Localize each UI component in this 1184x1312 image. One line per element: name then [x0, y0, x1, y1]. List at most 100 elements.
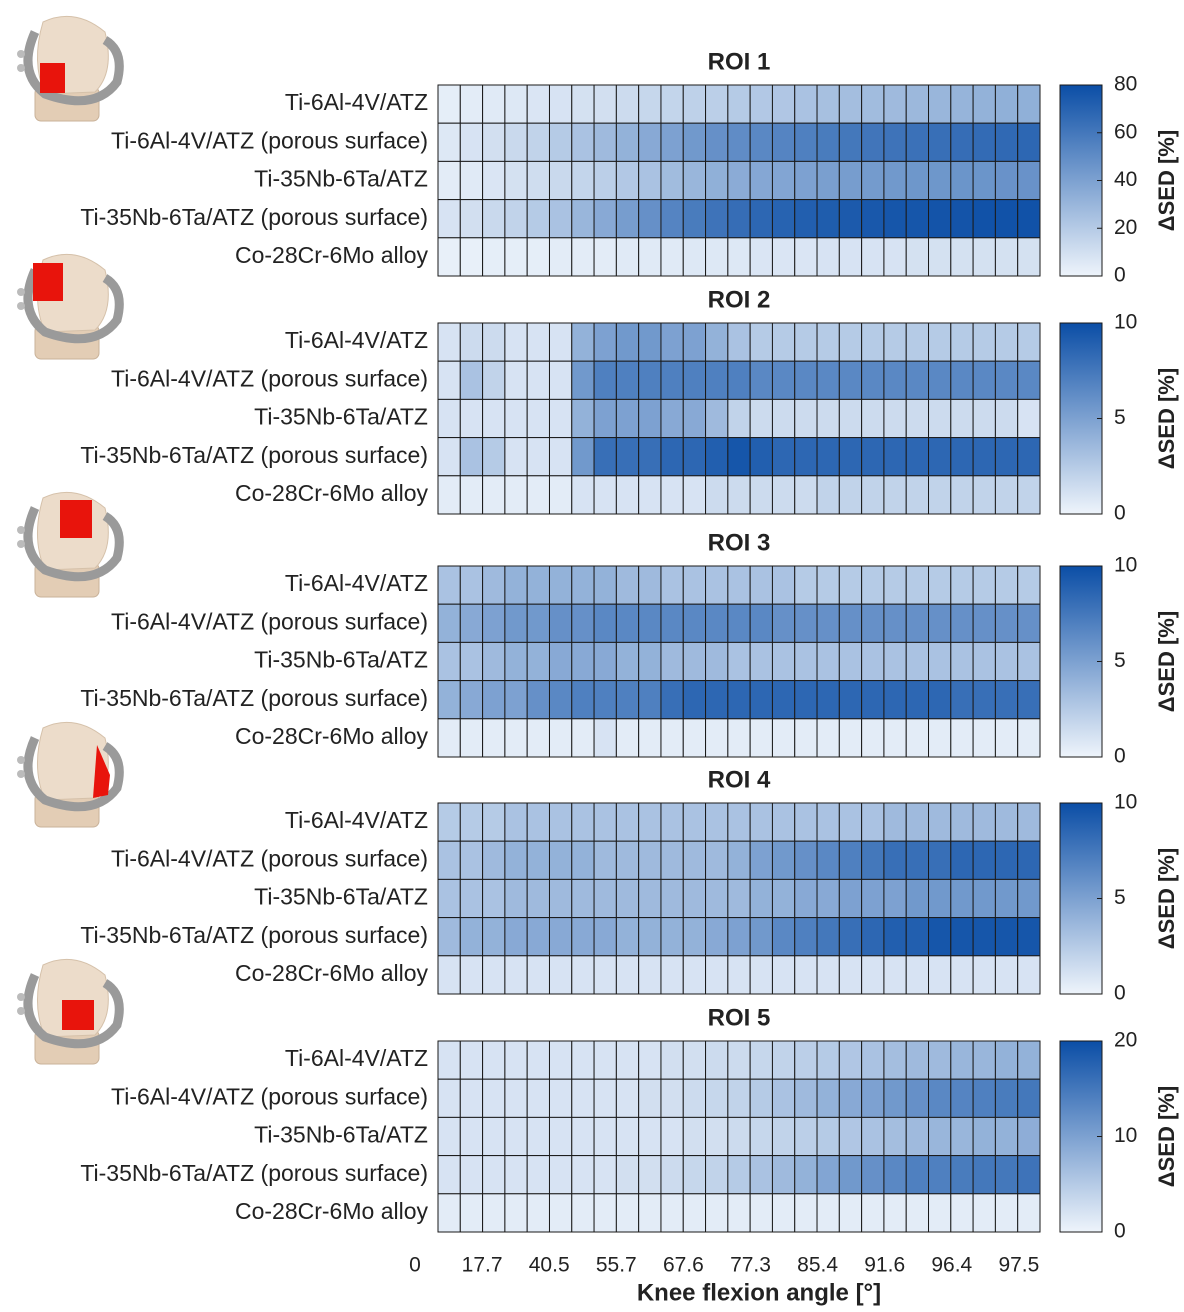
colorbar-tick-label: 60 — [1114, 120, 1137, 143]
heatmap-cell — [795, 1194, 817, 1232]
heatmap-cell — [772, 161, 794, 199]
heatmap-cell — [483, 323, 505, 361]
heatmap-cell — [1018, 681, 1040, 719]
heatmap-cell — [973, 803, 995, 841]
heatmap-cell — [817, 85, 839, 123]
heatmap-cell — [906, 1041, 928, 1079]
heatmap-cell — [1018, 399, 1040, 437]
heatmap-cell — [1018, 161, 1040, 199]
heatmap-cell — [438, 361, 460, 399]
heatmap-cell — [929, 642, 951, 680]
heatmap-cell — [505, 841, 527, 879]
colorbar-tick-label: 0 — [1114, 502, 1126, 525]
heatmap-cell — [750, 1156, 772, 1194]
heatmap-cell — [906, 841, 928, 879]
heatmap-cell — [817, 604, 839, 642]
heatmap-cell — [1018, 604, 1040, 642]
heatmap-cell — [683, 85, 705, 123]
heatmap-cell — [929, 200, 951, 238]
heatmap-cell — [438, 604, 460, 642]
heatmap-cell — [706, 1079, 728, 1117]
heatmap-cell — [929, 476, 951, 514]
colorbar-tick-label: 5 — [1114, 886, 1126, 909]
row-label: Ti-6Al-4V/ATZ — [285, 327, 428, 353]
heatmap-cell — [483, 476, 505, 514]
heatmap-cell — [795, 476, 817, 514]
heatmap-cell — [594, 200, 616, 238]
heatmap-cell — [862, 1194, 884, 1232]
heatmap-cell — [995, 681, 1017, 719]
heatmap-cell — [750, 879, 772, 917]
heatmap-cell — [884, 238, 906, 276]
heatmap-cell — [483, 1079, 505, 1117]
heatmap-cell — [817, 238, 839, 276]
heatmap-cell — [1018, 566, 1040, 604]
heatmap-cell — [906, 1117, 928, 1155]
heatmap-cell — [772, 361, 794, 399]
heatmap-cell — [438, 1041, 460, 1079]
row-label: Co-28Cr-6Mo alloy — [235, 480, 429, 506]
heatmap-cell — [616, 438, 638, 476]
heatmap-cell — [527, 956, 549, 994]
heatmap-cell — [750, 361, 772, 399]
heatmap-cell — [839, 719, 861, 757]
colorbar-tick-label: 0 — [1114, 264, 1126, 287]
heatmap-cell — [683, 1194, 705, 1232]
heatmap-cell — [639, 161, 661, 199]
heatmap-cell — [549, 161, 571, 199]
heatmap-cell — [1018, 918, 1040, 956]
heatmap-cell — [973, 879, 995, 917]
heatmap-cell — [929, 361, 951, 399]
heatmap-cell — [549, 361, 571, 399]
heatmap-cell — [839, 642, 861, 680]
heatmap-cell — [839, 361, 861, 399]
heatmap-cell — [1018, 1117, 1040, 1155]
heatmap-cell — [795, 956, 817, 994]
heatmap-cell — [549, 642, 571, 680]
heatmap-cell — [616, 803, 638, 841]
heatmap-cell — [728, 1041, 750, 1079]
heatmap-cell — [706, 323, 728, 361]
heatmap-cell — [505, 681, 527, 719]
heatmap-cell — [549, 841, 571, 879]
heatmap-cell — [706, 200, 728, 238]
heatmap-cell — [706, 604, 728, 642]
heatmap-cell — [906, 238, 928, 276]
heatmap-cell — [862, 1117, 884, 1155]
heatmap-cell — [839, 803, 861, 841]
heatmap-cell — [706, 956, 728, 994]
heatmap-cell — [505, 323, 527, 361]
row-label: Ti-35Nb-6Ta/ATZ — [254, 404, 428, 430]
heatmap-cell — [951, 85, 973, 123]
heatmap-cell — [973, 604, 995, 642]
heatmap-cell — [483, 399, 505, 437]
row-label: Co-28Cr-6Mo alloy — [235, 960, 429, 986]
heatmap-cell — [438, 642, 460, 680]
heatmap-cell — [438, 123, 460, 161]
heatmap-cell — [460, 918, 482, 956]
panel-title: ROI 5 — [708, 1004, 771, 1031]
heatmap-cell — [639, 123, 661, 161]
heatmap-cell — [527, 438, 549, 476]
heatmap-cell — [460, 1079, 482, 1117]
heatmap-cell — [817, 1194, 839, 1232]
heatmap-cell — [438, 956, 460, 994]
heatmap-cell — [995, 803, 1017, 841]
heatmap-cell — [438, 1156, 460, 1194]
heatmap-cell — [639, 681, 661, 719]
heatmap-cell — [906, 879, 928, 917]
heatmap-cell — [572, 681, 594, 719]
heatmap-cell — [616, 161, 638, 199]
heatmap-cell — [527, 399, 549, 437]
heatmap-cell — [661, 123, 683, 161]
heatmap-cell — [750, 841, 772, 879]
heatmap-cell — [616, 566, 638, 604]
panel-title: ROI 3 — [708, 529, 771, 556]
heatmap-cell — [661, 438, 683, 476]
heatmap-cell — [795, 1156, 817, 1194]
heatmap-cell — [706, 238, 728, 276]
heatmap-cell — [572, 1041, 594, 1079]
heatmap-cell — [483, 361, 505, 399]
heatmap-cell — [817, 123, 839, 161]
colorbar-label: ΔSED [%] — [1154, 368, 1179, 469]
